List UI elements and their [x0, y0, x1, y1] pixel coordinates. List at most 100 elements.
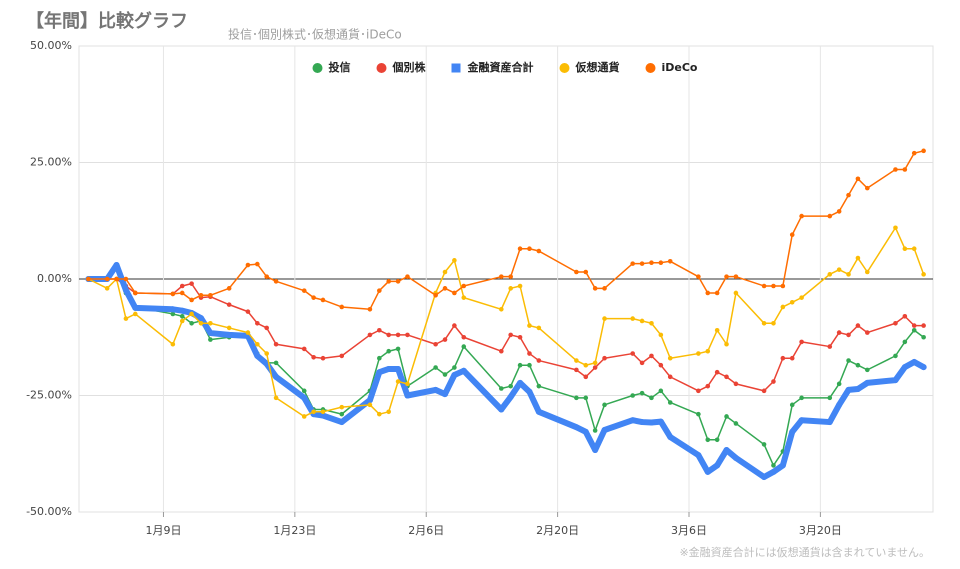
data-point: [207, 330, 214, 337]
data-point: [921, 272, 926, 277]
y-tick-label: -25.00%: [26, 389, 72, 402]
data-point: [451, 371, 458, 378]
data-point: [452, 365, 457, 370]
footnote: ※金融資産合計には仮想通貨は含まれていません。: [679, 545, 930, 559]
data-point: [385, 365, 392, 372]
data-point: [264, 351, 269, 356]
legend-item: 個別株: [376, 60, 427, 74]
data-point: [104, 276, 110, 282]
data-point: [320, 355, 326, 361]
data-point: [86, 276, 91, 282]
data-point: [667, 355, 673, 361]
data-point: [761, 474, 768, 481]
data-point: [705, 290, 711, 296]
data-point: [901, 364, 908, 371]
data-point: [264, 325, 269, 331]
data-point: [189, 320, 194, 326]
data-point: [893, 320, 898, 326]
data-point: [452, 290, 457, 296]
data-point: [301, 388, 307, 394]
data-point: [254, 352, 261, 359]
data-point: [732, 454, 739, 461]
data-point: [179, 283, 185, 289]
data-point: [827, 395, 833, 401]
data-point: [630, 316, 635, 321]
data-point: [911, 323, 917, 328]
data-point: [527, 323, 532, 328]
data-point: [432, 386, 439, 393]
data-point: [902, 246, 908, 252]
data-point: [583, 362, 589, 368]
legend-marker: [376, 63, 387, 73]
data-point: [667, 433, 674, 440]
data-point: [892, 377, 899, 384]
data-point: [405, 381, 410, 387]
data-point: [733, 421, 739, 426]
data-point: [789, 428, 796, 435]
data-point: [507, 393, 514, 400]
data-point: [536, 325, 542, 331]
data-point: [405, 332, 410, 338]
data-point: [705, 437, 711, 443]
data-point: [339, 304, 345, 310]
legend-marker: [559, 63, 570, 73]
data-point: [527, 246, 532, 252]
data-point: [667, 374, 673, 380]
data-point: [198, 320, 204, 326]
data-point: [780, 283, 786, 289]
data-point: [658, 362, 664, 368]
data-point: [779, 462, 786, 469]
data-point: [696, 351, 701, 356]
data-point: [854, 385, 861, 392]
data-point: [695, 452, 702, 459]
data-point: [855, 176, 861, 182]
data-point: [508, 383, 513, 389]
data-point: [836, 267, 842, 272]
data-point: [442, 391, 448, 398]
data-point: [583, 395, 589, 401]
data-point: [255, 320, 260, 326]
x-tick-label: 1月23日: [273, 524, 316, 537]
legend-label: 個別株: [392, 60, 427, 74]
data-point: [714, 462, 721, 469]
data-point: [377, 411, 382, 417]
data-point: [366, 397, 373, 404]
data-point: [639, 360, 645, 366]
data-point: [771, 283, 776, 289]
data-point: [658, 332, 664, 338]
legend-marker: [451, 63, 461, 73]
data-point: [264, 274, 269, 279]
data-point: [696, 274, 701, 279]
data-point: [649, 260, 654, 265]
data-point: [865, 185, 870, 191]
data-point: [705, 348, 711, 354]
data-point: [639, 419, 646, 426]
data-point: [114, 276, 119, 282]
data-point: [658, 388, 664, 394]
data-point: [799, 295, 804, 300]
legend-label: 仮想通貨: [575, 60, 620, 74]
data-point: [630, 393, 635, 398]
data-point: [179, 313, 185, 319]
data-point: [395, 332, 401, 338]
data-point: [339, 411, 345, 417]
data-point: [639, 318, 645, 324]
data-point: [377, 327, 382, 333]
data-point: [827, 272, 833, 277]
data-point: [189, 281, 194, 286]
data-point: [771, 320, 776, 326]
data-point: [395, 346, 401, 352]
data-point: [846, 332, 851, 338]
data-point: [405, 274, 410, 279]
data-point: [667, 400, 673, 405]
series-line: [87, 226, 925, 418]
data-point: [508, 286, 513, 291]
data-point: [602, 286, 607, 291]
y-tick-label: 0.00%: [37, 272, 72, 285]
data-point: [226, 286, 232, 291]
data-point: [648, 419, 655, 426]
data-point: [799, 395, 804, 401]
data-point: [893, 167, 898, 172]
data-point: [367, 306, 373, 312]
